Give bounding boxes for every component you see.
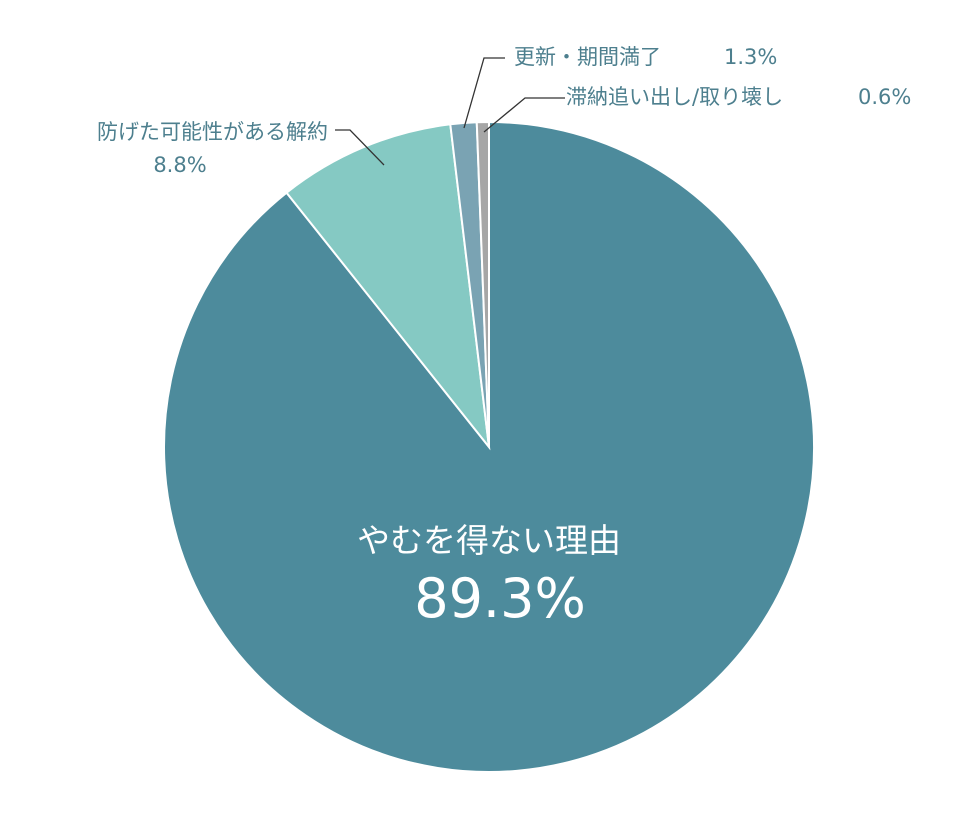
slice2-label-name: 防げた可能性がある解約 bbox=[97, 120, 328, 144]
slice4-label: 滞納追い出し/取り壊し 0.6% bbox=[566, 85, 911, 109]
main-slice-label-name: やむを得ない理由 bbox=[357, 521, 621, 560]
slice4-label-name: 滞納追い出し/取り壊し bbox=[566, 85, 783, 109]
leader-line-slice4 bbox=[483, 97, 565, 133]
slice3-label-name: 更新・期間満了 bbox=[514, 45, 661, 69]
pie-slices bbox=[163, 120, 815, 773]
pie-slice-4 bbox=[475, 120, 490, 448]
pie-slice-2 bbox=[285, 123, 491, 451]
slice4-label-value: 0.6% bbox=[858, 85, 911, 109]
leader-line-slice2 bbox=[335, 129, 385, 166]
slice2-label-value: 8.8% bbox=[153, 153, 206, 177]
leader-line-slice3 bbox=[463, 57, 505, 129]
slice3-label-value: 1.3% bbox=[724, 45, 777, 69]
main-slice-label-value: 89.3% bbox=[414, 567, 586, 630]
slice3-label: 更新・期間満了 1.3% bbox=[514, 45, 777, 69]
